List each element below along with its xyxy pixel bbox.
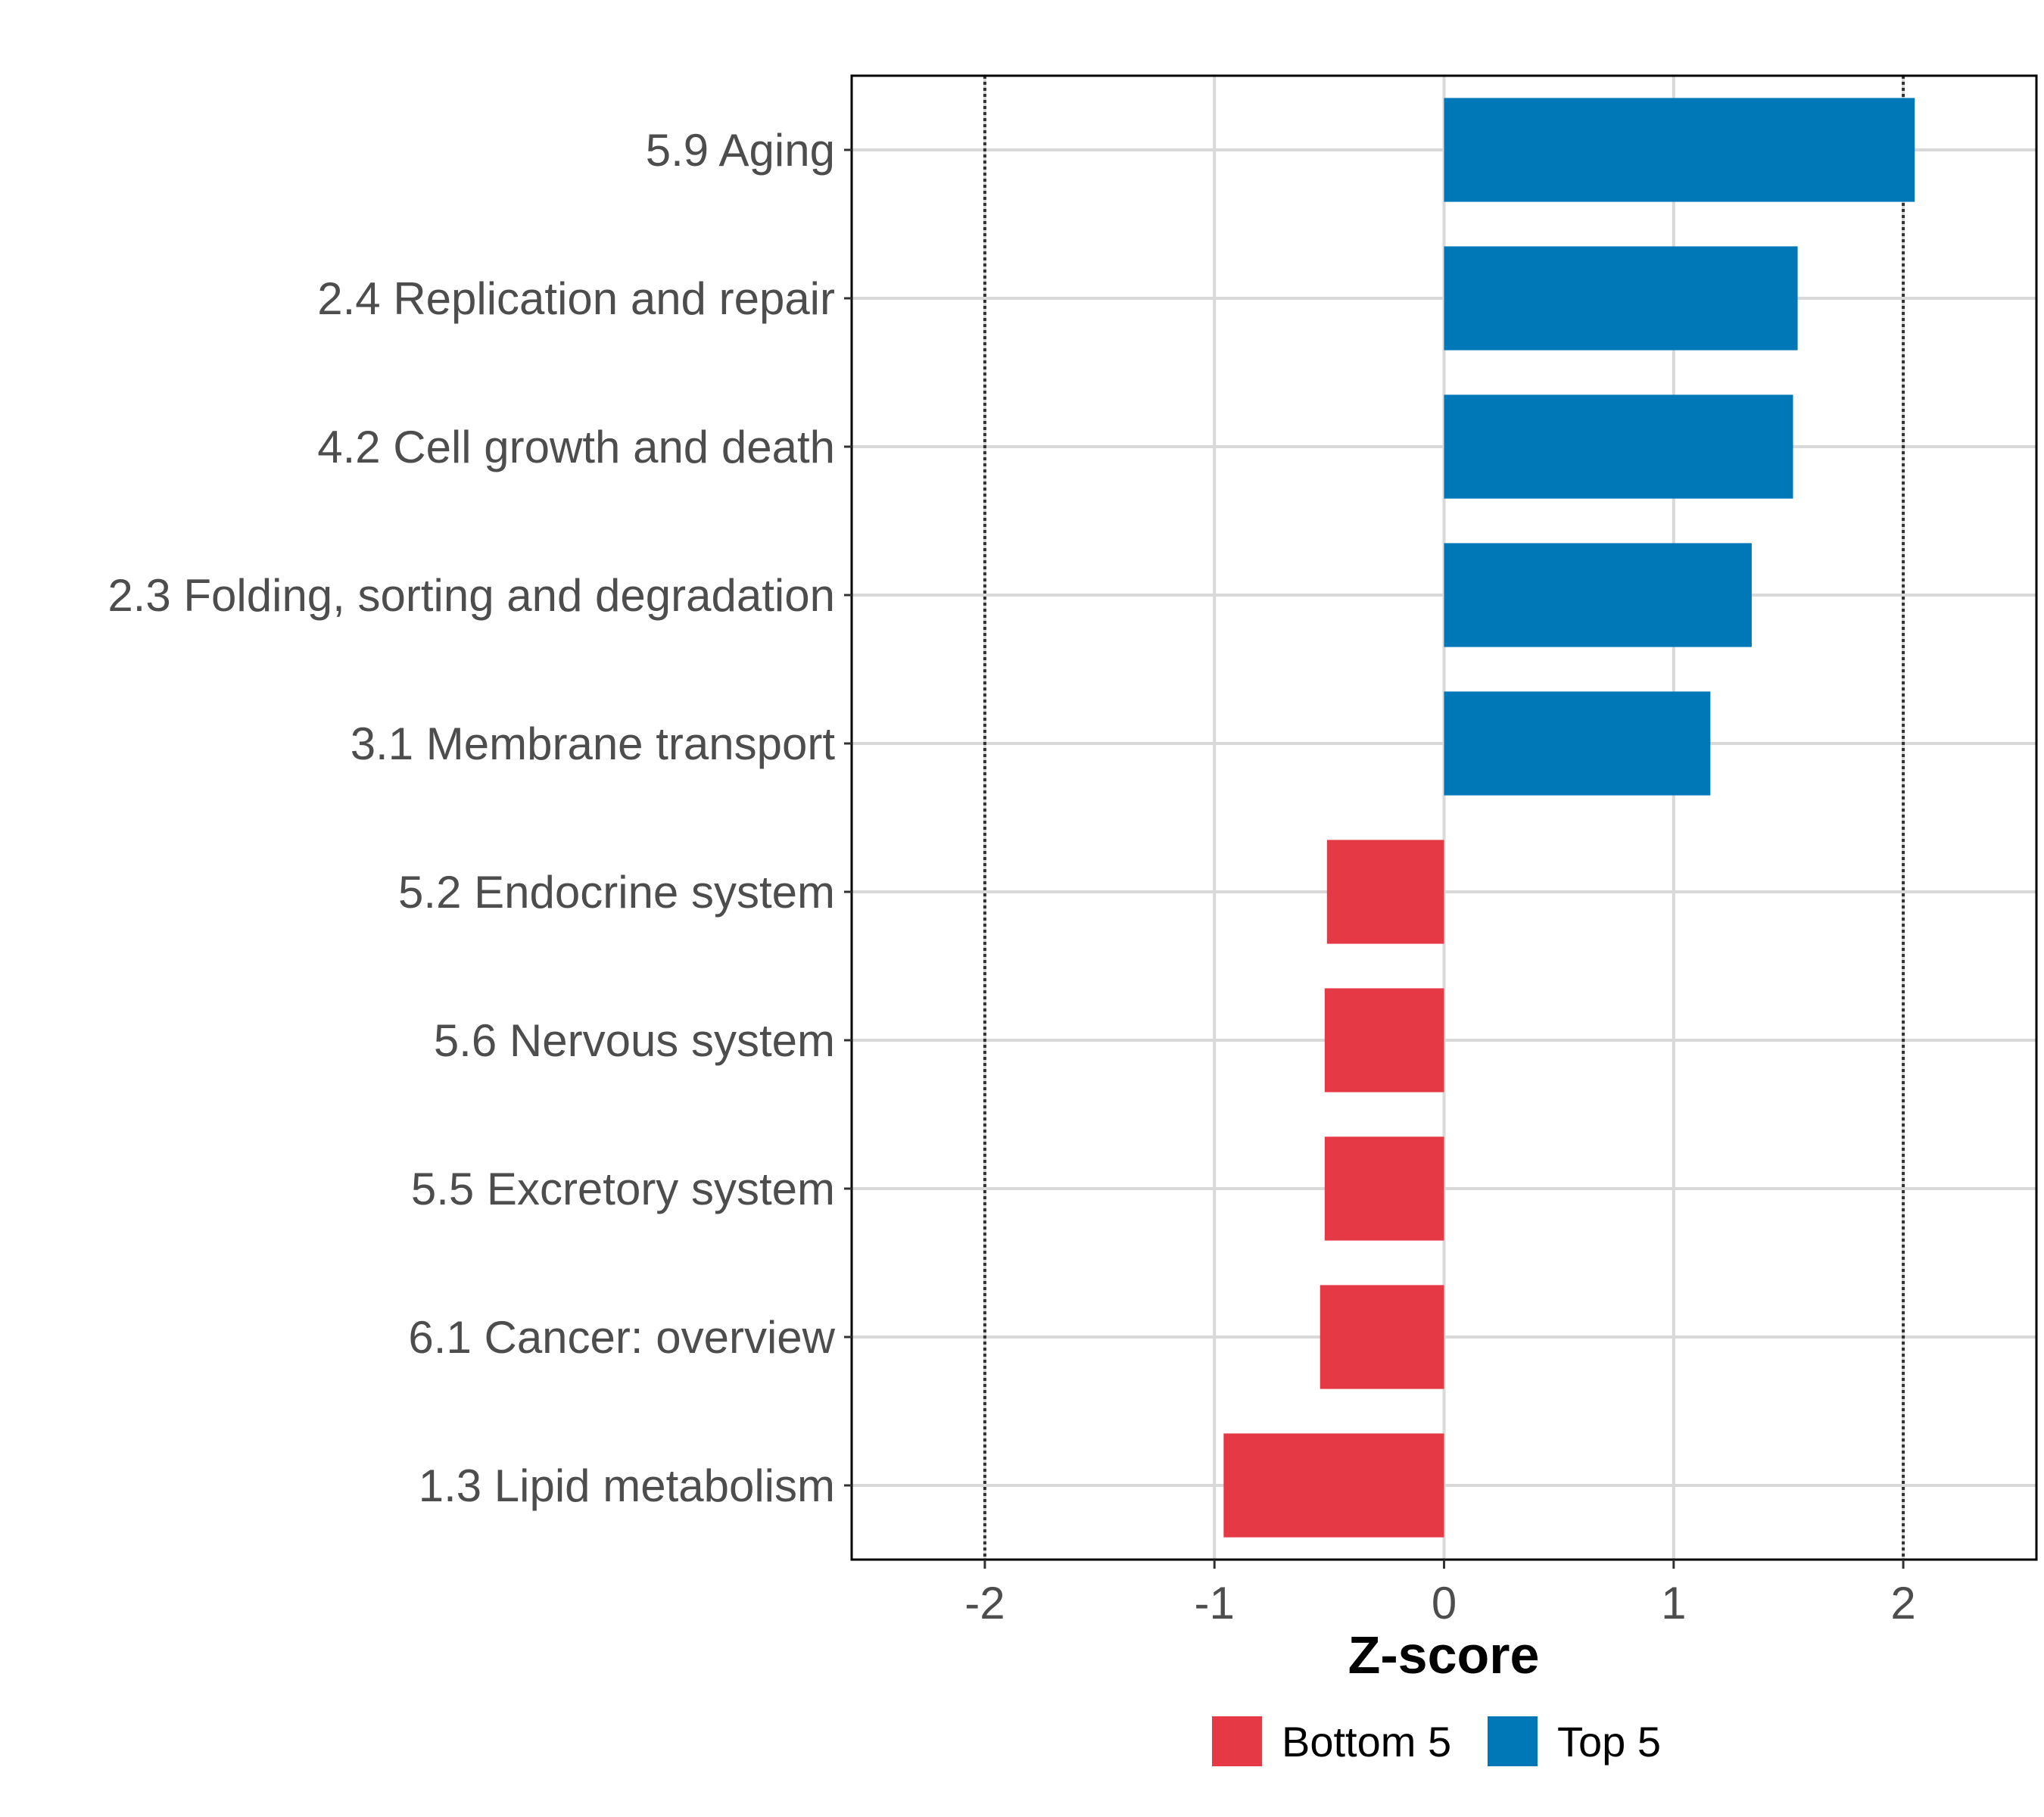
- y-tick-label: 3.1 Membrane transport: [351, 718, 836, 769]
- reference-line-layer: [983, 76, 1905, 1560]
- bar: [1444, 98, 1915, 202]
- legend-label: Bottom 5: [1282, 1718, 1451, 1766]
- x-tick-label: -2: [964, 1578, 1005, 1628]
- y-tick-label: 2.4 Replication and repair: [317, 273, 835, 324]
- y-axis-ticks: 5.9 Aging 2.4 Replication and repair 4.2 C…: [107, 125, 852, 1511]
- bar: [1320, 1285, 1444, 1389]
- bar: [1444, 543, 1752, 647]
- y-tick-label: 5.6 Nervous system: [434, 1015, 835, 1066]
- x-axis-title: Z-score: [1348, 1625, 1540, 1685]
- y-tick-label: 6.1 Cancer: overview: [408, 1312, 835, 1363]
- legend-swatch: [1488, 1716, 1538, 1766]
- legend: Bottom 5 Top 5: [1212, 1716, 1661, 1766]
- y-tick-label: 1.3 Lipid metabolism: [419, 1460, 835, 1511]
- y-tick-label: 5.9 Aging: [646, 125, 835, 176]
- bar: [1326, 840, 1444, 944]
- bar: [1444, 246, 1798, 351]
- x-tick-label: -1: [1195, 1578, 1235, 1628]
- x-tick-label: 0: [1432, 1578, 1457, 1628]
- x-tick-label: 1: [1661, 1578, 1686, 1628]
- bar: [1324, 1136, 1444, 1241]
- bar: [1223, 1433, 1444, 1538]
- y-tick-label: 2.3 Folding, sorting and degradation: [107, 570, 835, 621]
- bar: [1444, 691, 1711, 796]
- x-tick-label: 2: [1890, 1578, 1915, 1628]
- y-tick-label: 5.2 Endocrine system: [398, 867, 835, 918]
- bar-layer: [1223, 98, 1915, 1538]
- bar: [1324, 988, 1444, 1092]
- y-tick-label: 4.2 Cell growth and death: [317, 422, 835, 472]
- legend-label: Top 5: [1557, 1718, 1661, 1766]
- bar: [1444, 394, 1793, 499]
- legend-swatch: [1212, 1716, 1262, 1766]
- y-tick-label: 5.5 Excretory system: [411, 1164, 835, 1214]
- x-axis-ticks: -2 -1 0 1 2: [964, 1560, 1916, 1628]
